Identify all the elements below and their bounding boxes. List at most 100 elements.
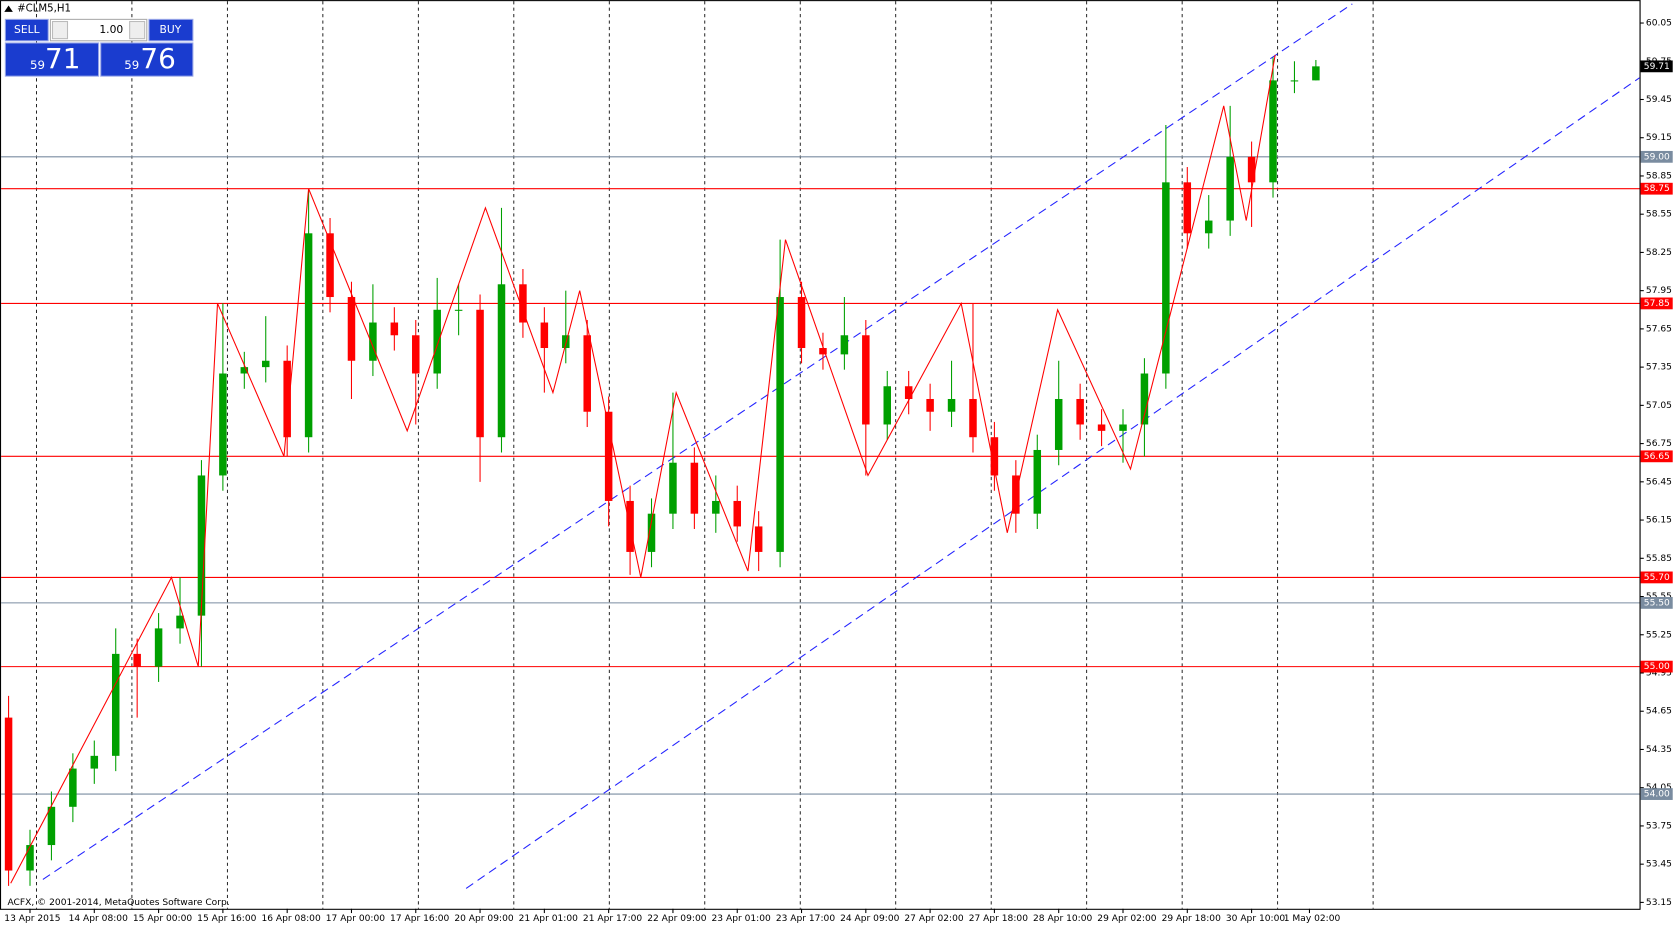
level-label: 55.00: [1644, 662, 1670, 672]
candle-body: [947, 398, 956, 412]
candle-body: [840, 335, 849, 355]
level-tag: [1640, 450, 1673, 463]
y-tick-label: 54.65: [1646, 707, 1672, 717]
candle-body: [669, 462, 677, 514]
candle-body: [304, 233, 313, 438]
y-tick-label: 58.55: [1646, 210, 1672, 220]
candle-body: [1140, 373, 1149, 425]
candle-body: [476, 309, 484, 438]
x-tick-label: 29 Apr 18:00: [1162, 914, 1222, 924]
candle-body: [240, 367, 249, 374]
x-tick-label: 21 Apr 01:00: [519, 914, 579, 924]
candle-body: [111, 653, 120, 756]
candle-body: [647, 513, 656, 552]
lot-down[interactable]: [51, 20, 69, 40]
lot-field[interactable]: [49, 18, 148, 42]
candle-body: [1054, 398, 1063, 450]
level-label: 58.75: [1644, 184, 1670, 194]
candle-body: [819, 348, 827, 355]
candle-body: [883, 386, 892, 425]
level-label: 54.00: [1644, 790, 1670, 800]
level-label: 59.00: [1644, 152, 1670, 162]
buy-label: BUY: [160, 23, 182, 36]
candle-body: [519, 284, 527, 323]
x-tick-label: 17 Apr 16:00: [390, 914, 450, 924]
candle-body: [4, 717, 13, 871]
title-icon: [4, 5, 13, 12]
candle-body: [154, 628, 163, 667]
candle-body: [862, 335, 870, 425]
candle-body: [1033, 449, 1042, 514]
candle-body: [497, 284, 506, 438]
channel-line: [465, 77, 1640, 889]
candle-body: [754, 526, 763, 552]
candle-body: [1183, 182, 1192, 234]
candle-body: [47, 806, 56, 846]
candle-body: [990, 437, 999, 476]
candle-body: [797, 297, 806, 349]
candle-body: [1247, 156, 1256, 183]
level-tag: [1640, 571, 1673, 584]
candle-body: [1226, 156, 1234, 221]
x-tick-label: 30 Apr 10:00: [1226, 914, 1286, 924]
y-tick-label: 56.45: [1646, 477, 1672, 487]
candle-body: [390, 322, 399, 336]
candle-body: [583, 335, 591, 412]
level-tag: [1640, 660, 1673, 673]
x-tick-label: 15 Apr 16:00: [197, 914, 257, 924]
x-tick-label: 29 Apr 02:00: [1097, 914, 1157, 924]
y-tick-label: 53.45: [1646, 860, 1672, 870]
candle-body: [712, 500, 720, 514]
level-label: 55.50: [1644, 598, 1670, 608]
candle-body: [133, 653, 141, 667]
copyright: ACFX, © 2001-2014, MetaQuotes Software C…: [8, 898, 230, 908]
lot-up[interactable]: [129, 20, 146, 40]
candle-body: [776, 297, 784, 552]
level-tag: [1640, 150, 1673, 163]
buy-price-box[interactable]: [100, 42, 194, 77]
candle-body: [540, 322, 549, 349]
x-tick-label: 27 Apr 18:00: [969, 914, 1029, 924]
candle-body: [176, 615, 184, 629]
sell-price-small: 59: [30, 58, 45, 72]
level-tag: [1640, 597, 1673, 609]
buy-button[interactable]: [148, 18, 194, 42]
x-tick-label: 14 Apr 08:00: [69, 914, 129, 924]
zigzag-line: [10, 54, 1276, 884]
level-tag: [1640, 182, 1673, 195]
x-tick-label: 17 Apr 00:00: [326, 914, 386, 924]
y-tick-label: 53.75: [1646, 821, 1672, 831]
chart-title: #CLM5,H1: [17, 4, 71, 15]
candle-body: [261, 360, 270, 368]
y-tick-label: 54.35: [1646, 745, 1672, 755]
y-tick-label: 58.85: [1646, 171, 1672, 181]
y-tick-label: 58.25: [1646, 248, 1672, 258]
x-tick-label: 23 Apr 01:00: [712, 914, 772, 924]
candle-body: [433, 309, 441, 374]
candle-body: [369, 322, 377, 361]
x-tick-label: 15 Apr 00:00: [133, 914, 193, 924]
x-tick-label: 20 Apr 09:00: [454, 914, 514, 924]
level-tag: [1640, 788, 1673, 800]
y-tick-label: 56.75: [1646, 439, 1672, 449]
x-tick-label: 21 Apr 17:00: [583, 914, 643, 924]
sell-price-big: 71: [45, 42, 80, 75]
candle-body: [1119, 424, 1127, 431]
level-label: 55.70: [1644, 573, 1670, 583]
candle-body: [969, 398, 977, 438]
candle-body: [219, 373, 227, 476]
x-tick-label: 1 May 02:00: [1284, 914, 1341, 924]
candle-body: [90, 755, 99, 769]
candle-body: [1269, 80, 1277, 183]
x-tick-label: 24 Apr 09:00: [840, 914, 900, 924]
candle-body: [1076, 398, 1084, 425]
buy-price-small: 59: [124, 58, 139, 72]
channel-line: [42, 3, 1353, 880]
sell-price-box[interactable]: [4, 42, 100, 77]
sell-button[interactable]: [4, 18, 49, 42]
candle-body: [347, 297, 356, 361]
y-tick-label: 57.05: [1646, 401, 1672, 411]
candle-body: [904, 386, 913, 399]
